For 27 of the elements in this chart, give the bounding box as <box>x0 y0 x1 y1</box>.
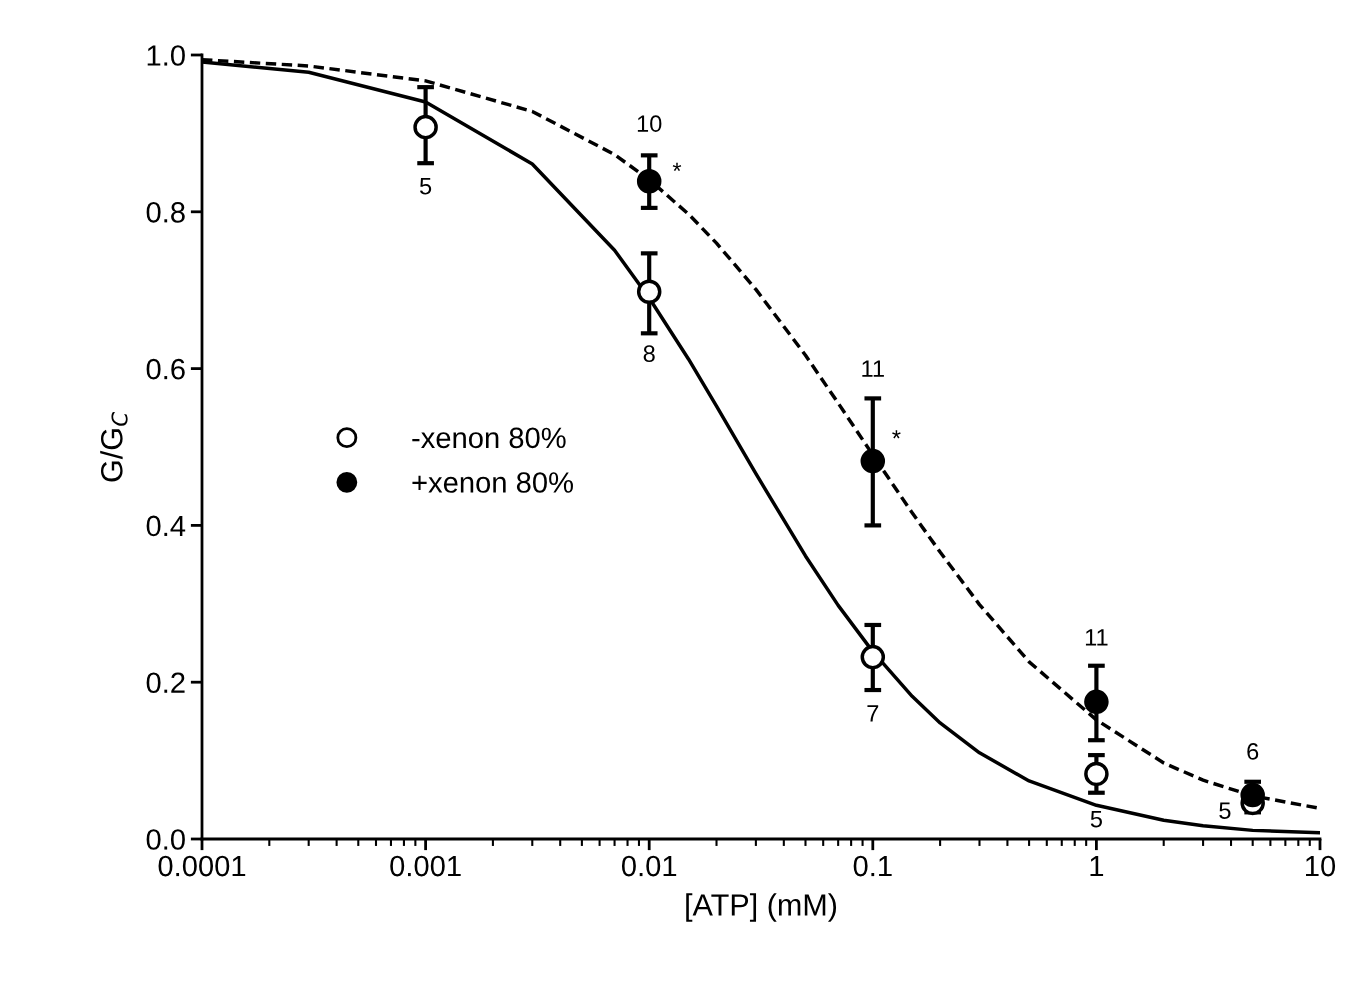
x-axis-title: [ATP] (mM) <box>686 893 837 922</box>
annotation: * <box>892 430 901 439</box>
legend-label: -xenon 80% <box>412 427 566 449</box>
annotation: 11 <box>1085 629 1108 646</box>
annotation: 5 <box>1090 811 1102 828</box>
x-tick-label: 10 <box>1306 855 1336 877</box>
y-tick-label: 0.0 <box>146 829 185 850</box>
x-tick-label: 0.1 <box>853 855 892 877</box>
annotation: 10 <box>637 115 662 133</box>
annotation: * <box>672 162 682 172</box>
annotation: 8 <box>643 345 655 362</box>
x-tick-label: 1 <box>1090 856 1104 877</box>
y-tick-label: 0.6 <box>146 358 185 380</box>
annotation: 6 <box>1247 743 1259 760</box>
y-tick-label: 1.0 <box>147 45 185 66</box>
annotation: 5 <box>419 178 432 195</box>
y-tick-label: 0.4 <box>146 515 186 537</box>
x-tick-label: 0.01 <box>621 855 677 877</box>
x-tick-label: 0.001 <box>390 855 461 877</box>
annotation: 11 <box>862 360 884 377</box>
legend-label: +xenon 80% <box>412 472 573 493</box>
y-tick-label: 0.8 <box>146 202 185 223</box>
annotation: 7 <box>867 705 879 722</box>
y-tick-label: 0.2 <box>146 672 185 694</box>
x-tick-label: 0.0001 <box>158 855 246 877</box>
y-axis-title: G/G$_{C}$ <box>100 411 128 482</box>
annotation: 5 <box>1219 802 1231 819</box>
